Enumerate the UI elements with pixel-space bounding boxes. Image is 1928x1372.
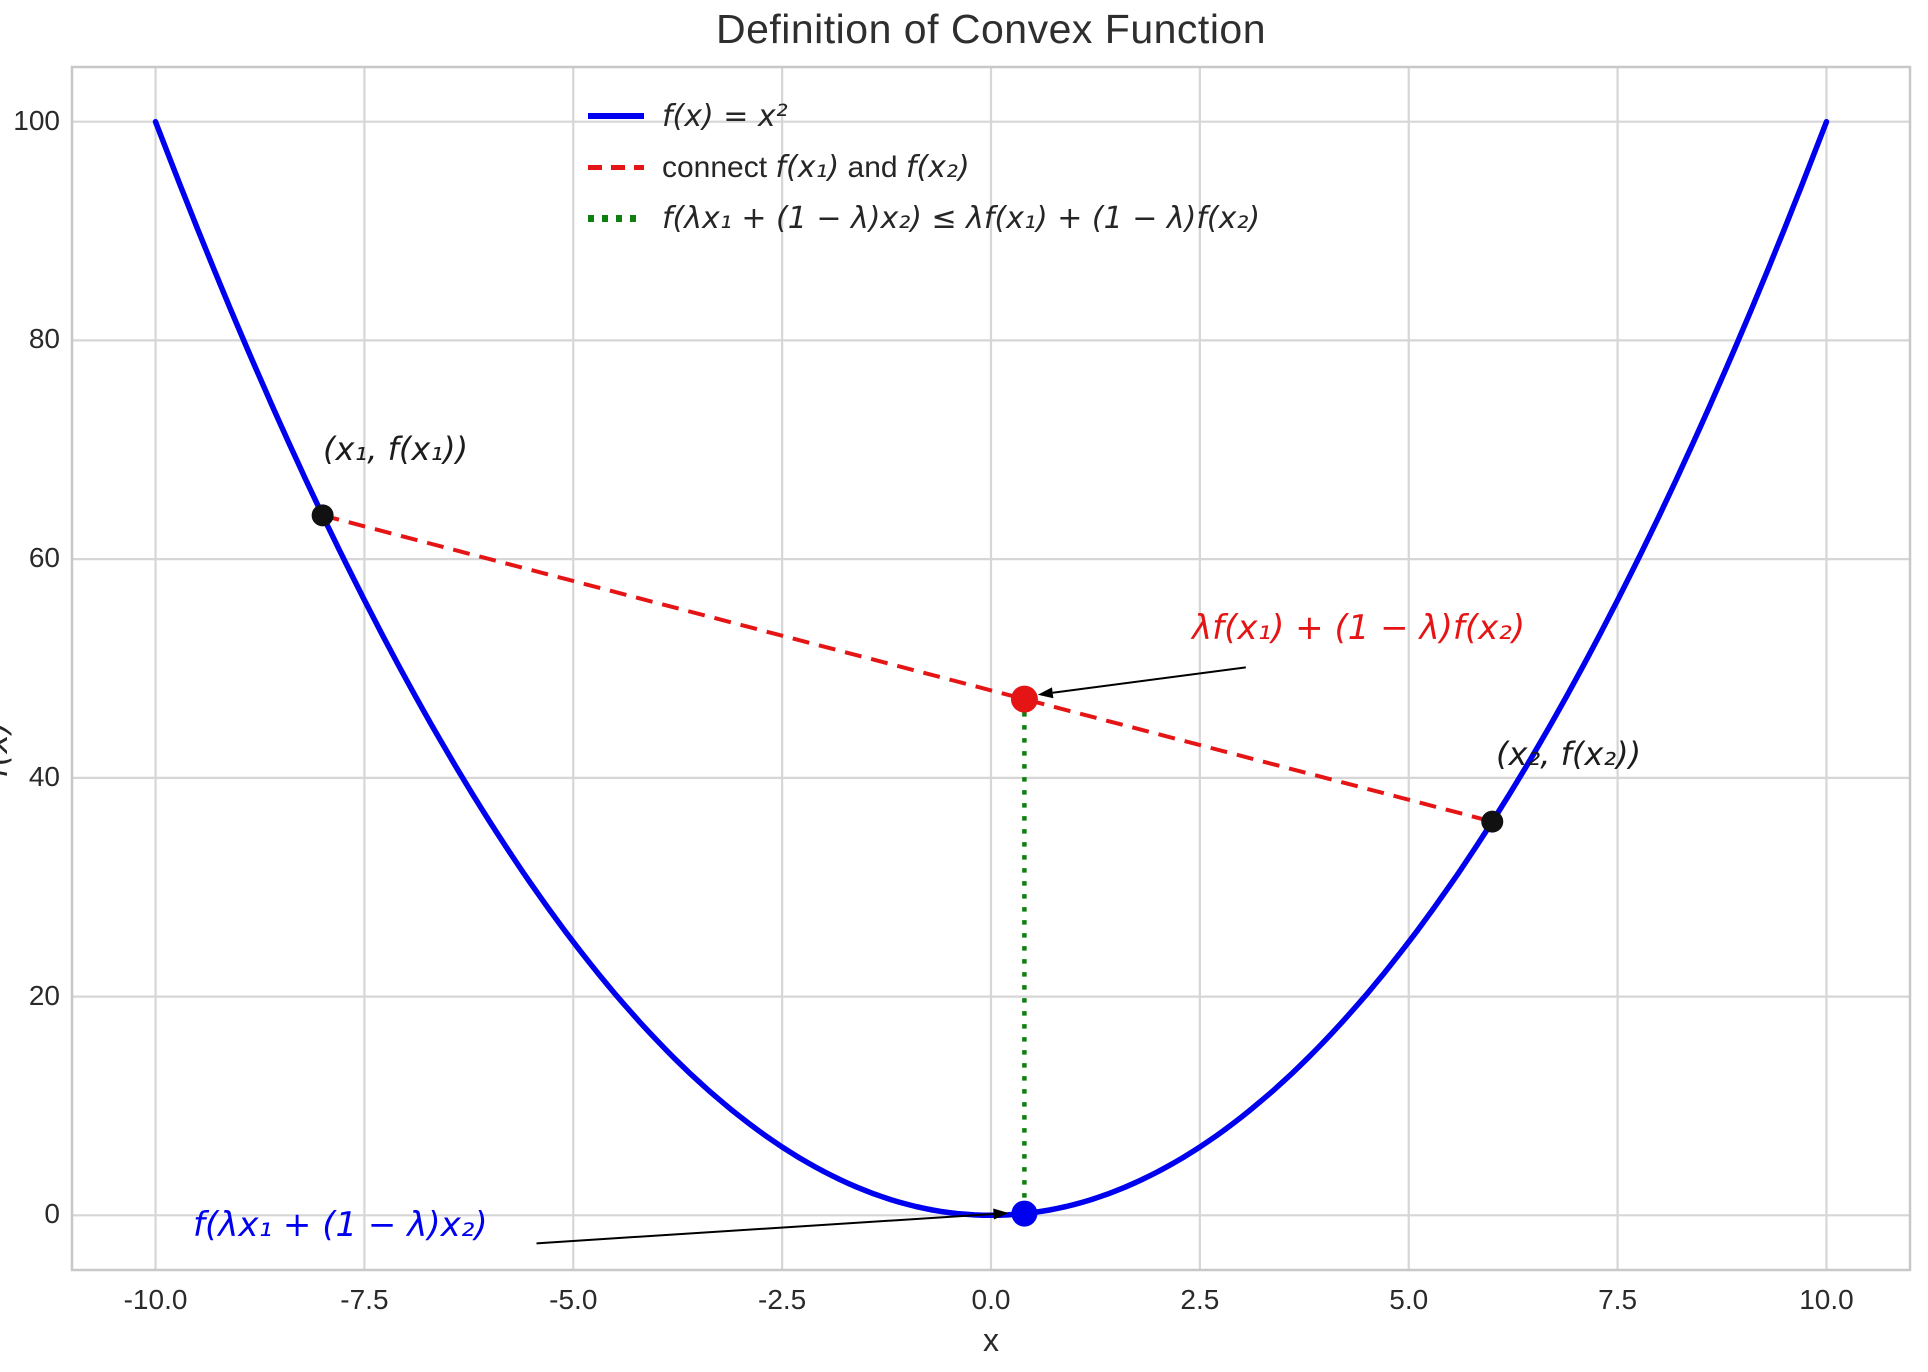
x-tick-label: 5.0 — [1389, 1284, 1429, 1315]
x-tick-label: 7.5 — [1598, 1284, 1638, 1315]
legend-label-chord-part: f(x₁) — [775, 149, 840, 185]
point1-label: (x₁, f(x₁)) — [323, 430, 469, 468]
y-tick-label: 0 — [44, 1198, 60, 1230]
legend-label-chord-part: connect — [662, 150, 776, 184]
x-axis-label: x — [983, 1322, 999, 1358]
legend-item-chord: connect f(x₁) and f(x₂) — [588, 145, 1260, 189]
x-tick-label: 2.5 — [1180, 1284, 1220, 1315]
legend-label-chord: connect f(x₁) and f(x₂) — [662, 150, 970, 185]
legend-line-sample-dashed-icon — [588, 164, 644, 170]
blue-function-value-annotation: f(λx₁ + (1 − λ)x₂) — [193, 1205, 488, 1245]
annotation-arrow — [536, 1212, 994, 1245]
red-combination-annotation: λf(x₁) + (1 − λ)f(x₂) — [1192, 608, 1526, 648]
legend: f(x) = x² connect f(x₁) and f(x₂) f(λx₁ … — [588, 94, 1260, 247]
point-marker — [1481, 810, 1504, 833]
x-tick-label: -5.0 — [549, 1284, 598, 1315]
legend-label-chord-part: f(x₂) — [905, 149, 970, 185]
legend-item-curve: f(x) = x² — [588, 94, 1260, 138]
function-curve — [152, 118, 1830, 1219]
annotation-arrowhead-icon — [1037, 687, 1054, 699]
chord-line — [322, 513, 1493, 824]
legend-label-inequality: f(λx₁ + (1 − λ)x₂) ≤ λf(x₁) + (1 − λ)f(x… — [662, 200, 1261, 236]
legend-line-sample-dotted-icon — [588, 214, 644, 222]
y-tick-label: 80 — [28, 323, 60, 355]
legend-line-sample-solid-icon — [588, 113, 644, 119]
plot-border — [70, 65, 1912, 1272]
x-tick-label: -10.0 — [123, 1284, 188, 1315]
point-marker — [1010, 685, 1038, 713]
legend-item-inequality: f(λx₁ + (1 − λ)x₂) ≤ λf(x₁) + (1 − λ)f(x… — [588, 196, 1260, 240]
legend-label-chord-part: and — [839, 150, 906, 184]
x-tick-label: 10.0 — [1799, 1284, 1854, 1315]
y-tick-label: 100 — [13, 104, 60, 136]
chart-title: Definition of Convex Function — [715, 6, 1267, 52]
annotation-arrowhead-icon — [993, 1208, 1009, 1220]
point2-label: (x₂, f(x₂)) — [1496, 735, 1642, 773]
y-tick-label: 60 — [28, 542, 60, 574]
annotation-arrow — [1052, 666, 1246, 694]
x-tick-label: 0.0 — [971, 1284, 1011, 1315]
legend-label-curve: f(x) = x² — [662, 98, 788, 134]
point-marker — [1011, 1200, 1038, 1227]
point-marker — [311, 504, 334, 527]
y-tick-label: 40 — [28, 760, 60, 792]
y-tick-label: 20 — [28, 979, 60, 1011]
x-tick-label: -2.5 — [758, 1284, 807, 1315]
x-tick-label: -7.5 — [340, 1284, 389, 1315]
